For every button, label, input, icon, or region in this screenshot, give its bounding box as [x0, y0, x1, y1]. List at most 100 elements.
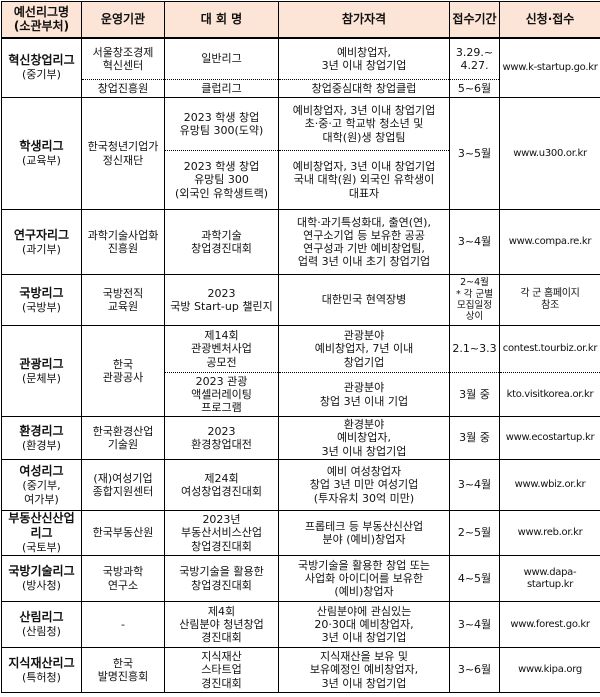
- contest-name: 2023 환경창업대전: [165, 417, 279, 460]
- eligibility: 산림분야에 관심있는 20·30대 예비창업자, 3년 이내 창업기업: [279, 602, 450, 648]
- ministry: (국토부): [22, 541, 61, 554]
- eligibility: 창업중심대학 창업클럽: [279, 80, 450, 98]
- ministry: (중기부, 여가부): [22, 479, 60, 506]
- operator: 국방전직 교육원: [82, 275, 165, 326]
- apply-url: www.reb.or.kr: [500, 511, 600, 556]
- header-row: 예선리그명 (소관부처) 운영기관 대 회 명 참가자격 접수기간 신청·접수: [2, 2, 600, 38]
- eligibility: 예비창업자, 3년 이내 창업기업: [279, 38, 450, 80]
- apply-url: www.dapa-startup.kr: [500, 556, 600, 602]
- application-period: 2~4월 * 각 군별 모집일정 상이: [450, 275, 500, 326]
- eligibility: 프롭테크 등 부동산신산업 분야 (예비)창업자: [279, 511, 450, 556]
- league-name: 연구자리그: [3, 228, 80, 243]
- league-name: 부동산신산업 리그: [3, 511, 80, 541]
- league-name-cell: 여성리그(중기부, 여가부): [2, 460, 82, 511]
- apply-url: www.u300.or.kr: [500, 98, 600, 210]
- eligibility: 환경분야 예비창업자, 3년 이내 창업기업: [279, 417, 450, 460]
- league-name: 관광리그: [3, 357, 80, 372]
- application-period: 2~5월: [450, 511, 500, 556]
- operator: 과학기술사업화 진흥원: [82, 210, 165, 275]
- league-name: 지식재산리그: [3, 656, 80, 671]
- ministry: (국방부): [22, 301, 61, 314]
- application-period: 3~4월: [450, 210, 500, 275]
- league-name: 혁신창업리그: [3, 53, 80, 68]
- operator: 한국부동산원: [82, 511, 165, 556]
- league-name-cell: 학생리그(교육부): [2, 98, 82, 210]
- apply-url: contest.tourbiz.or.kr: [500, 326, 600, 373]
- league-name-cell: 관광리그(문체부): [2, 326, 82, 417]
- header-apply: 신청·접수: [500, 2, 600, 38]
- league-name: 국방기술리그: [3, 564, 80, 579]
- contest-name: 국방기술을 활용한 창업경진대회: [165, 556, 279, 602]
- operator: 창업진흥원: [82, 80, 165, 98]
- contest-name: 2023 학생 창업 유망팀 300 (외국인 유학생트랙): [165, 151, 279, 210]
- league-name-cell: 국방리그(국방부): [2, 275, 82, 326]
- application-period: 3.29.~ 4.27.: [450, 38, 500, 80]
- league-name-cell: 산림리그(산림청): [2, 602, 82, 648]
- contest-name: 지식재산 스타트업 경진대회: [165, 648, 279, 693]
- eligibility: 대한민국 현역장병: [279, 275, 450, 326]
- apply-url: www.k-startup.go.kr: [500, 38, 600, 98]
- application-period: 3~5월: [450, 98, 500, 210]
- apply-url: www.forest.go.kr: [500, 602, 600, 648]
- contest-name: 2023 관광 액셀러레이팅 프로그램: [165, 373, 279, 417]
- operator: (재)여성기업 종합지원센터: [82, 460, 165, 511]
- apply-url: www.compa.re.kr: [500, 210, 600, 275]
- operator: 한국청년기업가 정신재단: [82, 98, 165, 210]
- application-period: 5~6월: [450, 80, 500, 98]
- header-period: 접수기간: [450, 2, 500, 38]
- league-name-cell: 환경리그(환경부): [2, 417, 82, 460]
- league-name: 산림리그: [3, 610, 80, 625]
- operator: 국방과학 연구소: [82, 556, 165, 602]
- application-period: 3월 중: [450, 373, 500, 417]
- ministry: (문체부): [22, 372, 61, 385]
- application-period: 3~4월: [450, 460, 500, 511]
- eligibility: 지식재산을 보유 및 보유예정인 예비창업자, 3년 이내 창업기업: [279, 648, 450, 693]
- contest-name: 2023년 부동산서비스산업 창업경진대회: [165, 511, 279, 556]
- contest-name: 일반리그: [165, 38, 279, 80]
- contest-name: 2023 학생 창업 유망팀 300(도약): [165, 98, 279, 151]
- ministry: (특허청): [22, 671, 61, 684]
- contest-name: 제4회 산림분야 청년창업 경진대회: [165, 602, 279, 648]
- ministry: (교육부): [22, 154, 61, 167]
- apply-url: www.ecostartup.kr: [500, 417, 600, 460]
- operator: 서울창조경제 혁신센터: [82, 38, 165, 80]
- eligibility: 국방기술을 활용한 창업 또는 사업화 아이디어를 보유한 (예비)창업자: [279, 556, 450, 602]
- application-period: 3~6월: [450, 648, 500, 693]
- league-name-cell: 연구자리그(과기부): [2, 210, 82, 275]
- ministry: (중기부): [22, 68, 61, 81]
- eligibility: 예비 여성창업자 창업 3년 미만 여성기업 (투자유치 30억 미만): [279, 460, 450, 511]
- league-name-cell: 국방기술리그(방사청): [2, 556, 82, 602]
- operator: 한국 발명진흥회: [82, 648, 165, 693]
- application-period: 4~5월: [450, 556, 500, 602]
- header-eligibility: 참가자격: [279, 2, 450, 38]
- apply-url: 각 군 홈페이지 참조: [500, 275, 600, 326]
- header-contest: 대 회 명: [165, 2, 279, 38]
- ministry: (환경부): [22, 439, 61, 452]
- league-name-cell: 지식재산리그(특허청): [2, 648, 82, 693]
- application-period: 3~4월: [450, 602, 500, 648]
- contest-name: 2023 국방 Start-up 챌린지: [165, 275, 279, 326]
- contest-name: 제24회 여성창업경진대회: [165, 460, 279, 511]
- ministry: (과기부): [22, 243, 61, 256]
- apply-url: www.kipa.org: [500, 648, 600, 693]
- contest-name: 과학기술 창업경진대회: [165, 210, 279, 275]
- apply-url: www.wbiz.or.kr: [500, 460, 600, 511]
- eligibility: 예비창업자, 3년 이내 창업기업 국내 대학(원) 외국인 유학생이 대표자: [279, 151, 450, 210]
- operator: -: [82, 602, 165, 648]
- apply-url: kto.visitkorea.or.kr: [500, 373, 600, 417]
- eligibility: 대학·과기특성화대, 출연(연), 연구소기업 등 보유한 공공 연구성과 기반…: [279, 210, 450, 275]
- header-operator: 운영기관: [82, 2, 165, 38]
- eligibility: 예비창업자, 3년 이내 창업기업 초·중·고 학교밖 청소년 및 대학(원)생…: [279, 98, 450, 151]
- ministry: (산림청): [22, 625, 61, 638]
- league-name-cell: 부동산신산업 리그(국토부): [2, 511, 82, 556]
